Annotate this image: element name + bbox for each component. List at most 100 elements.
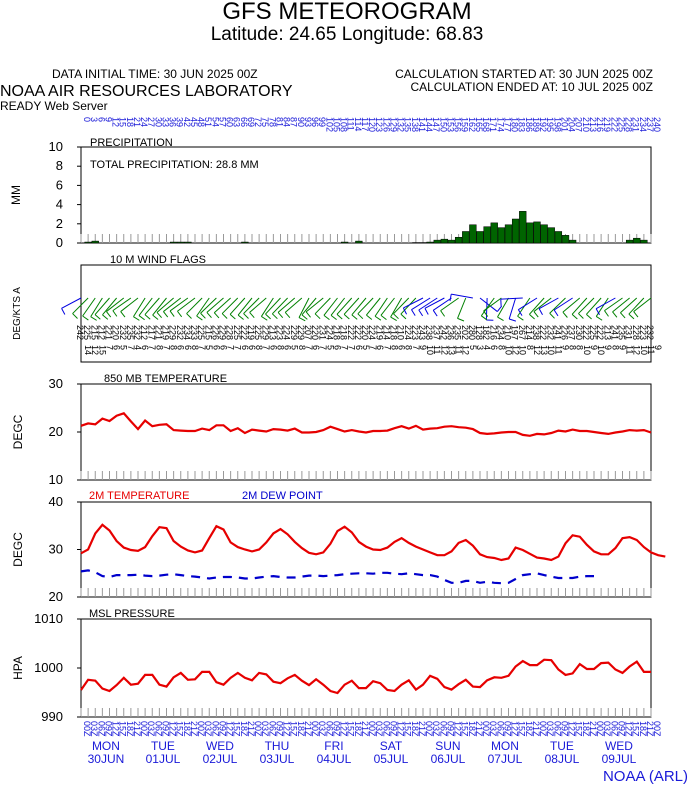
- hour-label-top: 126: [381, 117, 391, 132]
- wind-barb-flag: [102, 314, 109, 320]
- utc-label-bottom: 03Z: [431, 721, 441, 737]
- hour-label-top: 75: [260, 117, 270, 127]
- wind-speed-label: 10: [582, 345, 592, 355]
- hour-label-top: 204: [567, 117, 577, 132]
- wind-dir-label: 221: [153, 325, 163, 340]
- wind-barb: [432, 297, 452, 311]
- wind-dir-label: 229: [296, 325, 306, 340]
- precip-bar: [554, 231, 563, 244]
- hour-label-top: 141: [417, 117, 427, 132]
- precip-bar: [519, 211, 527, 244]
- wind-barb: [483, 297, 502, 312]
- wind-speed-label: 7: [318, 345, 328, 350]
- wind-speed-label: 5: [204, 345, 214, 350]
- wind-speed-label: 12: [461, 345, 471, 355]
- wind-dir-label: 213: [602, 325, 612, 340]
- wind-barb-flag: [390, 316, 397, 321]
- hour-label-top: 63: [232, 117, 242, 127]
- wind-speed-label: 7: [382, 345, 392, 350]
- wind-barb-flag: [481, 315, 488, 321]
- hour-label-top: 96: [310, 117, 320, 127]
- wind-speed-label: 13: [539, 345, 549, 355]
- hour-label-top: 57: [217, 117, 227, 127]
- wind-barb-flag: [411, 309, 416, 316]
- wind-barb: [94, 297, 110, 315]
- wind-barb: [200, 297, 217, 314]
- wind-barb-flag: [496, 305, 503, 312]
- wind-dir-label: 238: [531, 325, 541, 340]
- wind-barb-flag: [562, 311, 568, 318]
- utc-label-bottom: 00Z: [481, 721, 491, 737]
- hour-label-top: 147: [431, 117, 441, 132]
- utc-label-bottom: 03Z: [89, 721, 99, 737]
- wind-speed-label: 7: [126, 345, 136, 350]
- wind-barb: [90, 297, 103, 317]
- wind-speed-label: 7: [233, 345, 243, 350]
- wind-barb-flag: [432, 310, 438, 317]
- wind-barb: [451, 293, 473, 299]
- wind-dir-label: 220: [310, 325, 320, 340]
- wind-barb: [61, 297, 82, 309]
- wind-speed-label: 6: [112, 345, 122, 350]
- pressure-title: MSL PRESSURE: [89, 608, 175, 620]
- utc-label-bottom: 06Z: [609, 721, 619, 737]
- wind-barb: [152, 297, 167, 316]
- day-date-label: 03JUL: [260, 752, 295, 766]
- wind-barb-flag: [120, 311, 126, 318]
- wind-speed-label: 8: [154, 345, 164, 350]
- hour-label-top: 24: [139, 117, 149, 127]
- utc-label-bottom: 09Z: [160, 721, 170, 737]
- wind-speed-label: 11: [432, 345, 442, 354]
- utc-label-bottom: 12Z: [567, 721, 577, 737]
- precip-bar: [447, 239, 456, 244]
- wind-speed-label: 6: [311, 345, 321, 350]
- wind-dir-label: 219: [374, 325, 384, 340]
- hour-label-top: 111: [346, 117, 356, 131]
- utc-label-bottom: 18Z: [239, 721, 249, 737]
- wind-dir-label: 225: [588, 325, 598, 340]
- wind-speed-label: 8: [169, 345, 179, 350]
- precip-bar: [340, 241, 349, 244]
- wind-speed-label: 8: [297, 345, 307, 350]
- wind-barb: [206, 297, 224, 313]
- utc-label-bottom: 12Z: [396, 721, 406, 737]
- day-date-label: 05JUL: [374, 752, 409, 766]
- wind-dir-label: 237: [567, 325, 577, 340]
- wind-speed-label: 7: [197, 345, 207, 350]
- wind-barb-flag: [196, 315, 203, 321]
- wind-barb: [390, 297, 403, 318]
- day-of-week-label: SAT: [380, 739, 403, 753]
- wind-speed-label: 6: [283, 345, 293, 350]
- utc-label-bottom: 09Z: [445, 721, 455, 737]
- precip-bar: [476, 231, 484, 244]
- utc-label-bottom: 21Z: [588, 721, 598, 737]
- wind-barb-flag: [533, 311, 539, 318]
- wind-barb: [314, 297, 331, 315]
- wind-barb-flag: [229, 313, 236, 320]
- wind-dir-label: 280: [467, 325, 477, 340]
- wind-speed-label: 5: [325, 345, 335, 350]
- wind-speed-label: 8: [496, 345, 506, 350]
- day-of-week-label: THU: [265, 739, 290, 753]
- wind-barb: [517, 297, 531, 317]
- precip-bar: [490, 222, 498, 244]
- hour-label-top: 90: [296, 117, 306, 127]
- utc-label-bottom: 06Z: [495, 721, 505, 737]
- y-tick-label: 10: [49, 139, 63, 154]
- wind-speed-label: 5: [361, 345, 371, 350]
- hour-label-top: 156: [453, 117, 463, 132]
- utc-label-bottom: 03Z: [488, 721, 498, 737]
- utc-label-bottom: 15Z: [403, 721, 413, 737]
- hour-label-top: 36: [168, 117, 178, 127]
- wind-barb-flag: [90, 316, 97, 321]
- utc-label-bottom: 18Z: [182, 721, 192, 737]
- wind-speed-label: 6: [247, 345, 257, 350]
- hour-label-top: 30: [153, 117, 163, 127]
- wind-dir-label: 242: [75, 325, 85, 340]
- wind-barb-flag: [112, 310, 118, 317]
- precip-bar: [625, 239, 634, 244]
- precip-bar: [355, 240, 363, 244]
- wind-dir-label: 214: [524, 325, 534, 340]
- wind-speed-label: 6: [489, 345, 499, 350]
